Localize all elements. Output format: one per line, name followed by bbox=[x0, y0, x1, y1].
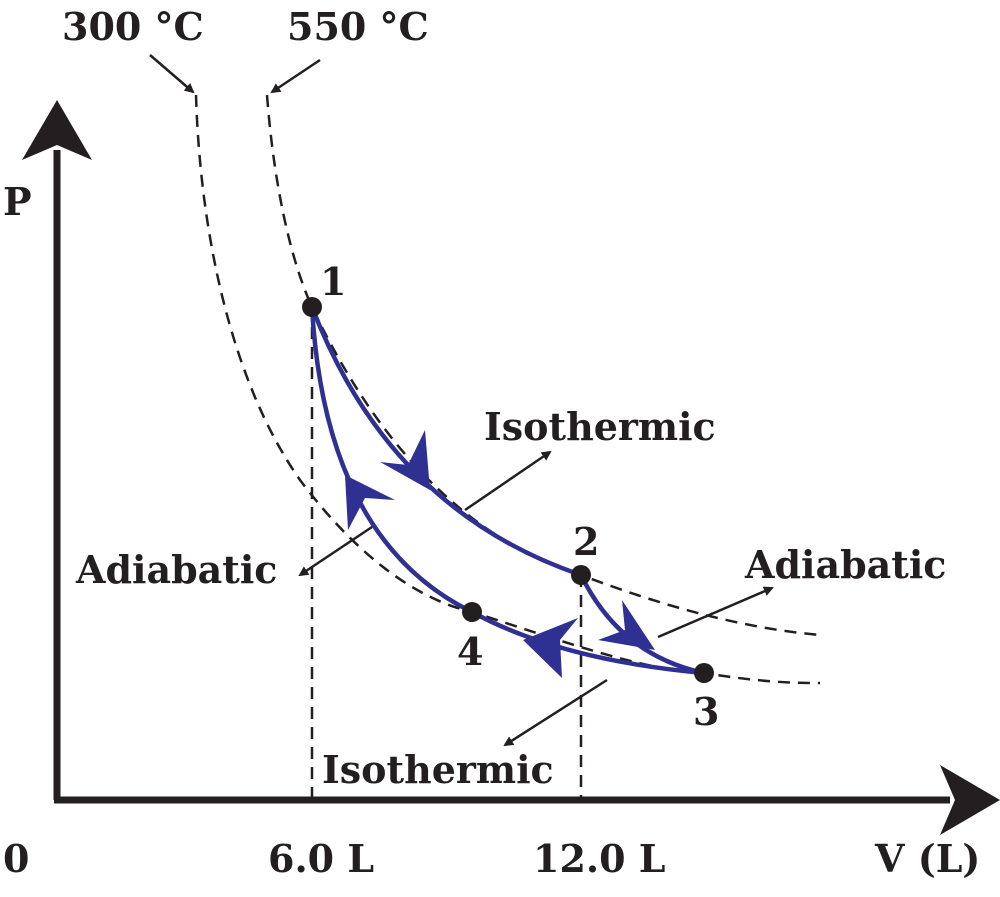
origin-label: 0 bbox=[3, 836, 29, 881]
pointer bbox=[503, 678, 608, 747]
pointer bbox=[464, 450, 552, 512]
x-arrow bbox=[940, 765, 1000, 835]
point-label: 2 bbox=[573, 519, 599, 564]
point-label: 1 bbox=[320, 259, 346, 304]
process-label: Isothermic bbox=[484, 404, 716, 449]
pointer bbox=[657, 586, 774, 639]
point bbox=[462, 602, 482, 622]
flow-arrow bbox=[380, 430, 430, 490]
point-label: 4 bbox=[457, 629, 483, 674]
flow-arrow bbox=[345, 475, 395, 530]
process-label: Adiabatic bbox=[75, 547, 277, 592]
point bbox=[571, 565, 591, 585]
x-mark-label: 6.0 L bbox=[268, 836, 374, 881]
point bbox=[302, 297, 322, 317]
flow-arrow bbox=[598, 600, 655, 650]
x-mark-label: 12.0 L bbox=[533, 836, 666, 881]
pointer bbox=[270, 58, 321, 94]
point bbox=[694, 663, 714, 683]
process-label: Isothermic bbox=[322, 747, 554, 792]
y-axis-label: P bbox=[3, 179, 32, 224]
isotherm-550 bbox=[265, 94, 821, 637]
isotherm-label: 550 °C bbox=[287, 4, 429, 49]
y-arrow bbox=[22, 100, 92, 160]
x-axis-label: V (L) bbox=[874, 836, 980, 881]
pointer bbox=[149, 54, 195, 94]
pointer bbox=[298, 525, 373, 577]
process-label: Adiabatic bbox=[744, 542, 946, 587]
isotherm-label: 300 °C bbox=[62, 4, 204, 49]
isotherm-300 bbox=[194, 94, 821, 685]
process-3-4 bbox=[470, 610, 705, 676]
point-label: 3 bbox=[693, 689, 719, 734]
flow-arrow bbox=[523, 618, 578, 678]
